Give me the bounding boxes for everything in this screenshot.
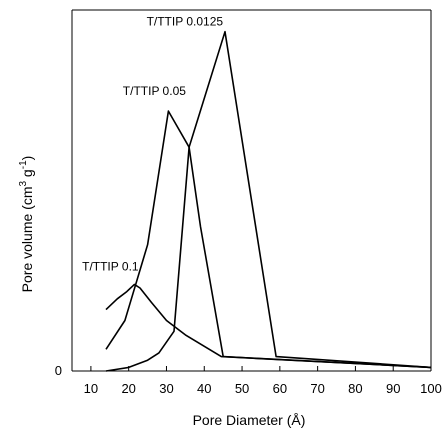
y-ticks-group: 0 [55, 363, 77, 378]
y-axis-title-mid: g [19, 169, 35, 181]
series-labels-group: T/TTIP 0.0125 T/TTIP 0.05 T/TTIP 0.1 [82, 15, 223, 274]
series-label: T/TTIP 0.1 [82, 259, 139, 273]
y-axis-title-sup1: 3 [18, 181, 29, 187]
x-tick-label: 10 [84, 381, 98, 396]
series-lines-group [105, 30, 432, 372]
x-tick-label: 30 [159, 381, 173, 396]
x-tick-label: 20 [121, 381, 135, 396]
x-tick-label: 70 [310, 381, 324, 396]
x-ticks-group: 10 20 30 40 50 60 70 80 90 100 [84, 366, 442, 396]
series-line [105, 283, 432, 369]
plot-frame-group [71, 9, 432, 372]
y-axis-title: Pore volume (cm3 g-1) [18, 156, 35, 293]
series-line [105, 30, 432, 372]
series-label: T/TTIP 0.05 [123, 84, 186, 98]
x-tick-label: 100 [420, 381, 442, 396]
x-tick-label: 60 [273, 381, 287, 396]
series-line [105, 110, 432, 369]
y-axis-title-main: Pore volume (cm [19, 187, 35, 293]
x-tick-label: 50 [235, 381, 249, 396]
series-label: T/TTIP 0.0125 [147, 15, 224, 29]
y-axis-title-sup2: -1 [18, 160, 29, 169]
y-axis-title-end: ) [19, 156, 35, 161]
x-tick-label: 40 [197, 381, 211, 396]
y-tick-label: 0 [55, 363, 62, 378]
x-tick-label: 90 [386, 381, 400, 396]
x-axis-title: Pore Diameter (Å) [193, 412, 306, 428]
x-tick-label: 80 [348, 381, 362, 396]
